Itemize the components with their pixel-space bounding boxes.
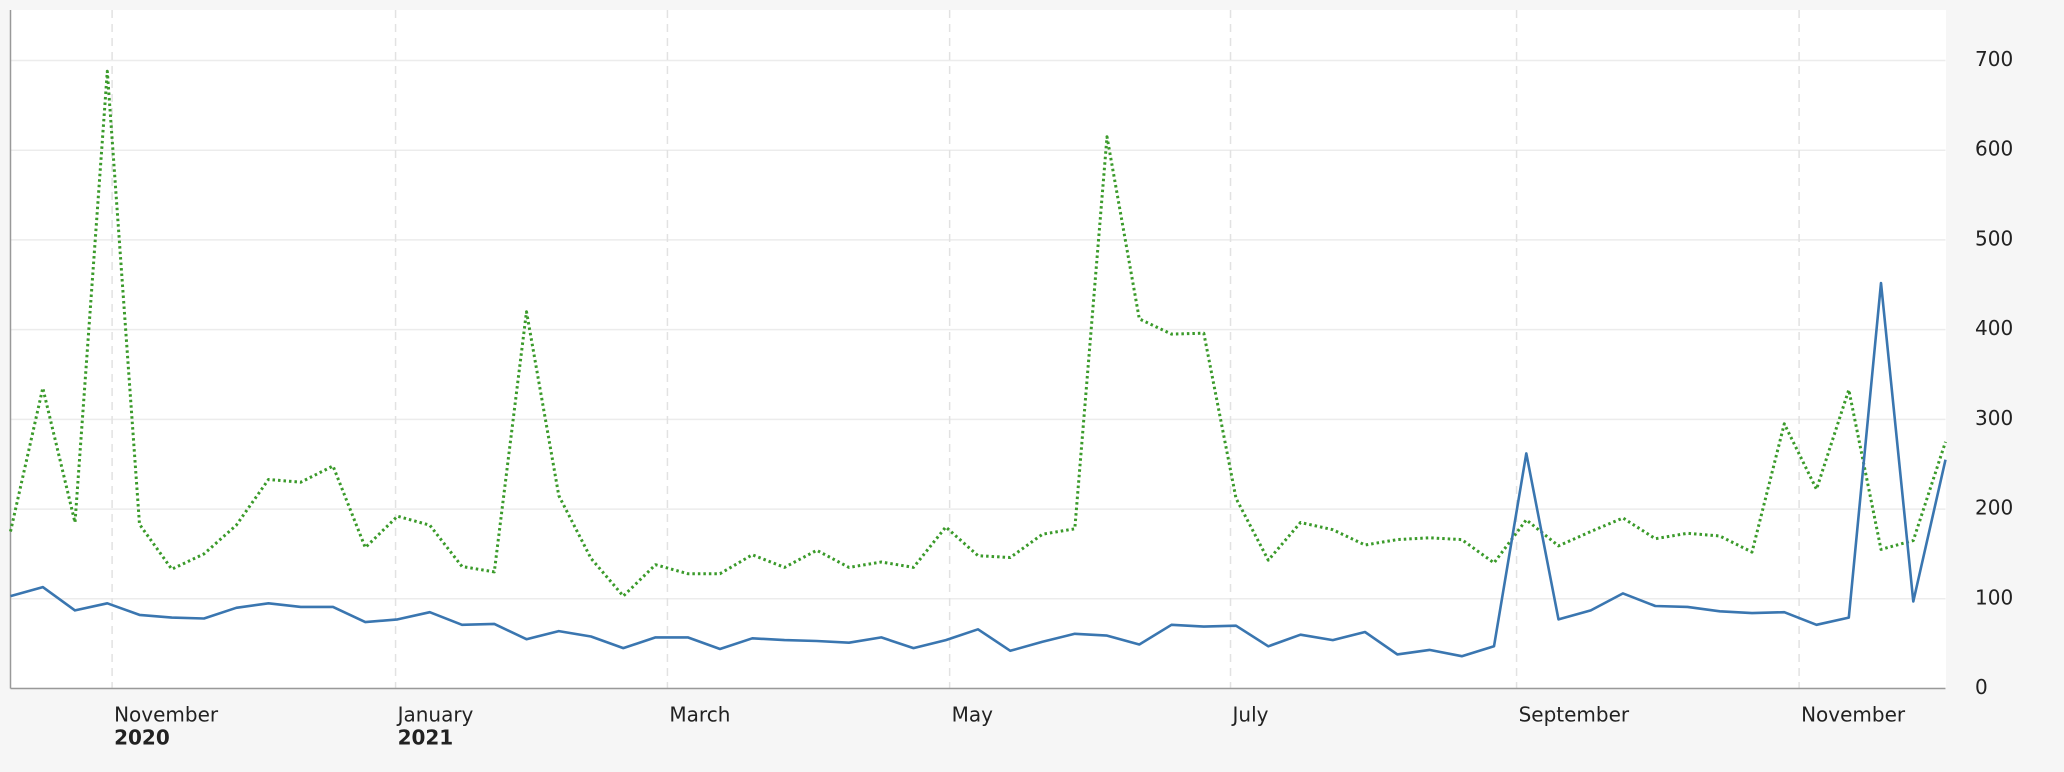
y-tick-label: 200 (1975, 496, 2013, 520)
y-tick-label: 100 (1975, 585, 2013, 609)
y-tick-label: 600 (1975, 137, 2013, 161)
y-tick-label: 0 (1975, 675, 1988, 699)
x-tick-label: May (952, 703, 994, 727)
y-tick-label: 500 (1975, 226, 2013, 250)
x-tick-label: November (114, 703, 219, 727)
y-tick-label: 400 (1975, 316, 2013, 340)
x-tick-year: 2021 (398, 726, 454, 750)
x-tick-label: March (669, 703, 730, 727)
x-tick-label: July (1231, 703, 1269, 727)
series-line (10, 281, 1947, 658)
x-tick-label: September (1519, 703, 1630, 727)
x-tick-label: November (1801, 703, 1906, 727)
plot-area (10, 10, 1946, 689)
y-tick-label: 300 (1975, 406, 2013, 430)
x-tick-year: 2020 (114, 726, 170, 750)
x-tick-label: January (396, 703, 474, 727)
y-tick-label: 700 (1975, 47, 2013, 71)
